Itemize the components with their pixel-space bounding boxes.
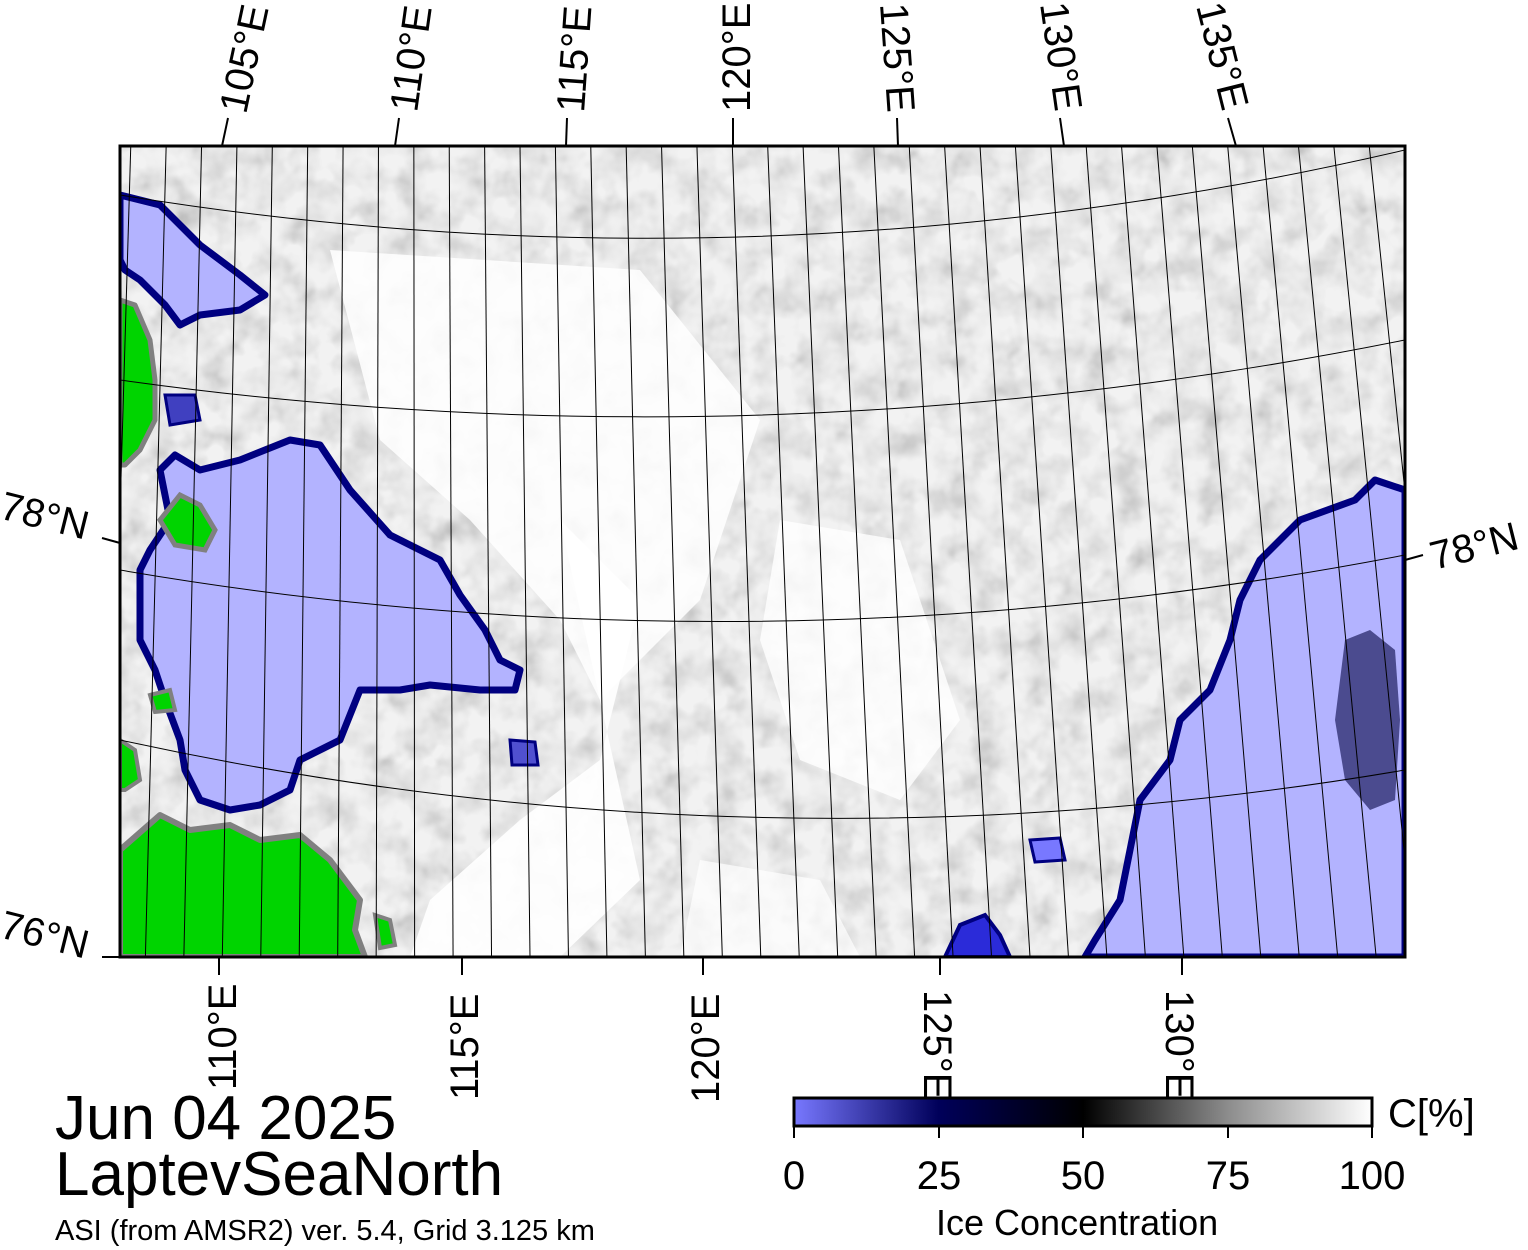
region-title: LaptevSeaNorth	[55, 1140, 504, 1209]
lon-label-bottom-110e: 110°E	[201, 984, 245, 1090]
open-water-polynya-west	[136, 436, 524, 814]
land-island-2	[147, 687, 178, 715]
lon-label-top-110e: 110°E	[382, 3, 440, 115]
lon-label-bottom-130e: 130°E	[1157, 990, 1201, 1099]
lon-label-top-130e: 130°E	[1031, 0, 1090, 114]
meridian-line	[1333, 146, 1405, 866]
land-island-1	[156, 491, 218, 553]
lon-label-bottom-120e: 120°E	[684, 994, 728, 1103]
lon-label-top-105e: 105°E	[212, 1, 278, 117]
lon-label-top-115e: 115°E	[549, 4, 600, 113]
meridian-line	[802, 146, 839, 957]
meridian-line	[298, 146, 309, 957]
meridian-line	[260, 146, 273, 957]
open-water-patch-2	[508, 738, 540, 767]
solid-ice-zone-south	[410, 520, 640, 957]
meridian-line	[1191, 146, 1262, 957]
meridian-line	[1297, 146, 1377, 957]
colorbar-tick-label-25: 25	[916, 1154, 962, 1198]
ice-patch-east	[1335, 630, 1400, 810]
meridian-line	[448, 146, 454, 957]
meridian-line	[1262, 146, 1339, 957]
meridian-line	[484, 146, 493, 957]
meridian-line	[413, 146, 416, 957]
meridian-line	[944, 146, 993, 957]
solid-ice-zone-west	[330, 250, 760, 700]
graticule	[120, 149, 1405, 819]
lon-label-bottom-115e: 115°E	[443, 994, 487, 1100]
meridian-line	[1121, 146, 1185, 957]
colorbar-tick-label-100: 100	[1338, 1154, 1406, 1198]
map-frame	[118, 144, 1407, 959]
lon-label-top-135e: 135°E	[1187, 0, 1256, 114]
colorbar-ticks	[793, 1126, 1373, 1138]
meridian-line	[144, 146, 167, 957]
meridian-line	[120, 146, 132, 530]
meridian-line	[625, 146, 646, 957]
solid-ice-zone-center	[760, 520, 960, 800]
land-island-3	[120, 737, 143, 792]
meridian-line	[908, 146, 954, 957]
lat-label-left-76n: 76°N	[0, 903, 93, 967]
meridian-lines	[30, 146, 1405, 957]
solid-ice-zone-south-center	[680, 860, 860, 957]
source-note: ASI (from AMSR2) ver. 5.4, Grid 3.125 km	[55, 1215, 595, 1247]
open-water-east	[1081, 476, 1405, 957]
colorbar-unit-label: C[%]	[1388, 1092, 1475, 1136]
meridian-line	[1227, 146, 1300, 957]
meridian-line	[1368, 146, 1405, 497]
meridian-line	[519, 146, 531, 957]
meridian-line	[554, 146, 569, 957]
meridian-line	[873, 146, 916, 957]
meridian-line	[30, 146, 60, 957]
meridian-line	[837, 146, 877, 957]
latitude-circle-77n	[120, 739, 1405, 819]
colorbar-tick-label-0: 0	[782, 1154, 806, 1198]
meridian-line	[183, 146, 203, 957]
meridian-line	[68, 146, 95, 957]
lon-label-bottom-125e: 125°E	[915, 990, 959, 1099]
open-water-south-bay	[942, 912, 1013, 957]
colorbar-tick-label-75: 75	[1205, 1154, 1251, 1198]
meridian-line	[1085, 146, 1146, 957]
meridian-line	[979, 146, 1031, 957]
meridian-line	[590, 146, 608, 957]
meridian-line	[696, 146, 723, 957]
meridian-line	[661, 146, 685, 957]
lat-label-left-78n: 78°N	[0, 484, 93, 548]
meridian-line	[1050, 146, 1108, 957]
colorbar-title: Ice Concentration	[936, 1202, 1219, 1243]
axis-ticks	[101, 117, 1424, 975]
meridian-line	[337, 146, 344, 957]
meridian-line	[1156, 146, 1223, 957]
date-label: Jun 04 2025	[55, 1084, 397, 1153]
land-island-4	[372, 912, 398, 951]
meridian-line	[731, 146, 762, 957]
meridian-line	[375, 146, 379, 957]
map-panel	[30, 146, 1405, 957]
lat-label-right-78n: 78°N	[1426, 514, 1523, 578]
lon-label-top-120e: 120°E	[715, 3, 759, 112]
meridian-line	[221, 146, 238, 957]
lon-label-top-125e-text: 125°E	[871, 2, 923, 114]
open-water-northwest	[120, 191, 269, 329]
latitude-circle-78n	[120, 554, 1405, 622]
open-water-patch-3	[163, 393, 202, 427]
land-taymyr-south	[120, 812, 368, 957]
open-water-patch-1	[1028, 836, 1067, 864]
latitude-circle-79n	[120, 339, 1405, 418]
colorbar-tick-label-50: 50	[1060, 1154, 1106, 1198]
latitude-circle-80n	[120, 149, 1405, 239]
meridian-line	[767, 146, 800, 957]
colorbar	[792, 1096, 1374, 1128]
meridian-line	[1014, 146, 1069, 957]
